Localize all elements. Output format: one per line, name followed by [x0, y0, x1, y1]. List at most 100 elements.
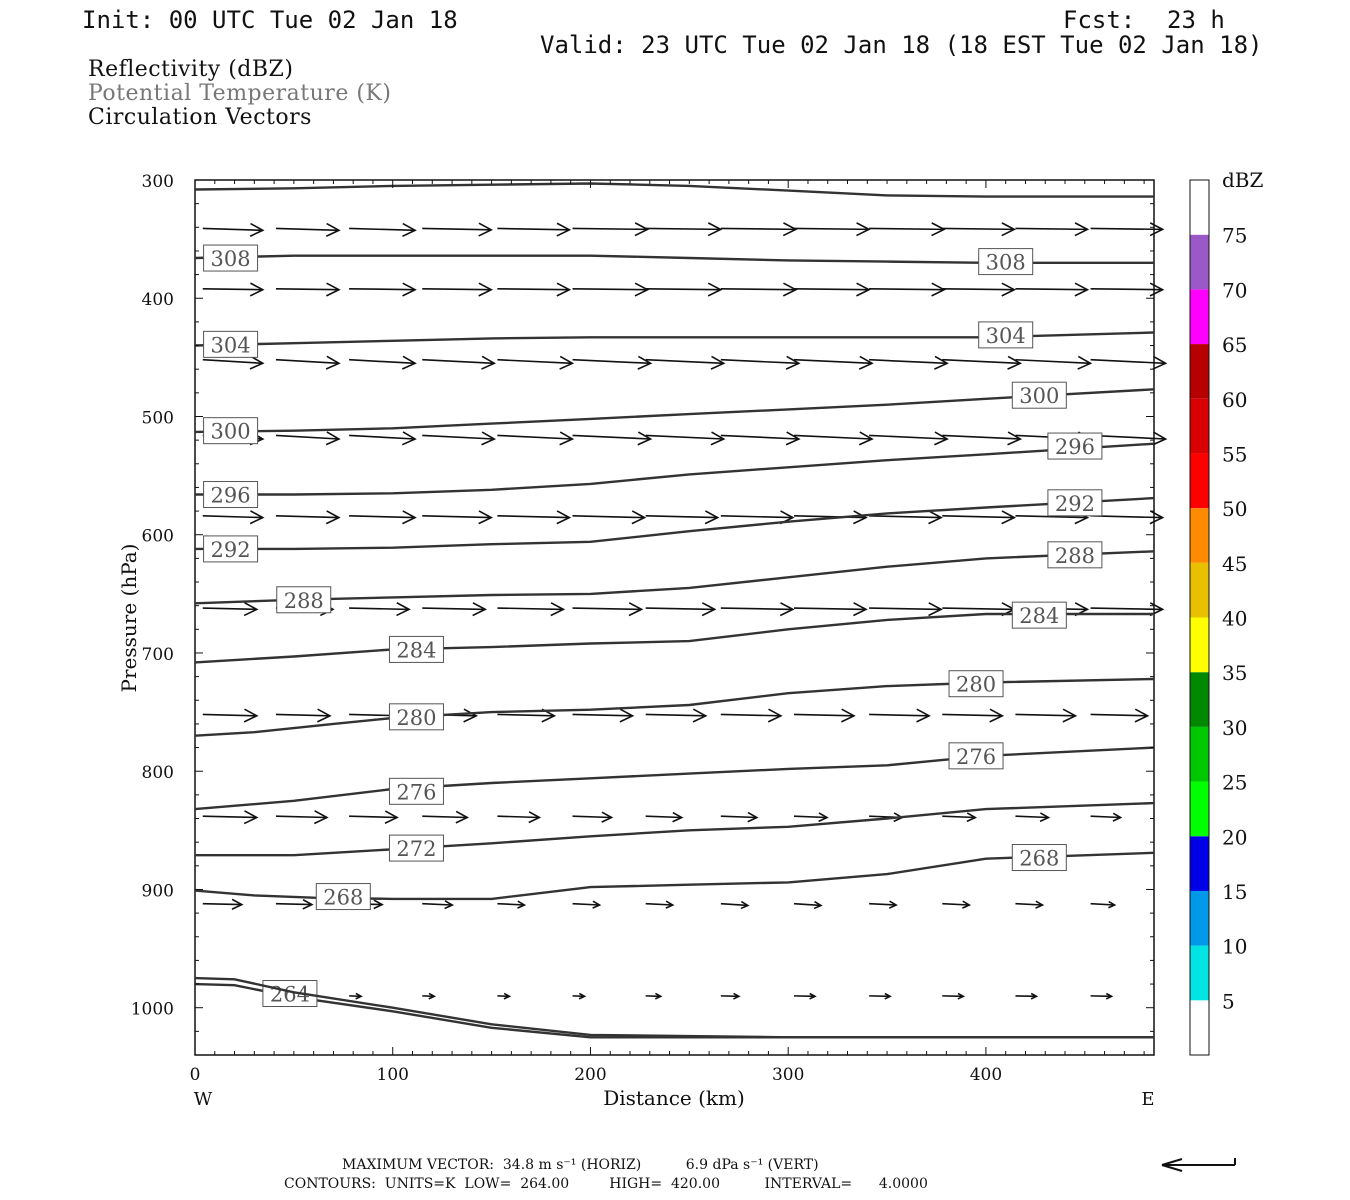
vector-head: [928, 510, 943, 525]
vector-shaft: [645, 515, 718, 519]
vector-shaft: [497, 434, 573, 440]
vector-head: [1112, 812, 1123, 822]
wind-vector: [497, 992, 512, 1000]
vector-head: [1001, 222, 1017, 237]
wind-vector: [869, 602, 943, 617]
wind-vector: [942, 900, 972, 909]
contour-label-box: [1047, 489, 1103, 517]
contour-label: 292: [203, 535, 259, 563]
vector-shaft: [422, 287, 492, 291]
contour-label-text: 268: [323, 886, 363, 910]
contour-label-box: [203, 535, 259, 563]
wind-vector: [422, 602, 488, 617]
wind-vector: [793, 222, 871, 237]
vector-shaft: [422, 358, 495, 365]
vector-shaft: [202, 227, 263, 232]
field-reflectivity: Reflectivity (dBZ): [88, 57, 294, 82]
vector-shaft: [422, 607, 486, 611]
contour-label: 284: [1011, 601, 1067, 629]
wind-vector: [720, 602, 795, 617]
wind-vector: [1090, 708, 1150, 723]
vector-head: [231, 898, 244, 911]
vector-shaft: [645, 607, 715, 611]
field-circulation-vectors: Circulation Vectors: [88, 105, 312, 130]
wind-vector: [422, 992, 437, 1000]
vector-shaft: [349, 515, 416, 519]
colorbar-segment: [1190, 617, 1209, 673]
vector-shaft: [572, 227, 648, 231]
contour-label-box: [388, 635, 444, 663]
colorbar-segment: [1190, 945, 1209, 1001]
forecast-hour: 23 h: [1167, 6, 1225, 34]
vector-shaft: [942, 515, 1015, 519]
contour-label-text: 272: [396, 837, 436, 861]
vector-shaft: [349, 607, 410, 611]
vector-shaft: [1015, 713, 1076, 717]
vector-head: [989, 708, 1005, 723]
vector-shaft: [793, 287, 870, 291]
contour-label-text: 276: [956, 745, 996, 769]
contour-label: 268: [1011, 844, 1067, 872]
vector-head: [1007, 431, 1023, 446]
vector-head: [325, 510, 341, 525]
vector-shaft: [572, 607, 642, 611]
vector-head: [249, 222, 265, 237]
wind-vector: [869, 708, 931, 723]
wind-vector: [422, 810, 470, 824]
contour-label-text: 296: [1055, 435, 1095, 459]
contour-label-box: [1047, 541, 1103, 569]
wind-vector: [645, 708, 708, 723]
wind-vector: [1090, 992, 1114, 1000]
wind-vector: [422, 282, 494, 297]
valid-time: Valid: 23 UTC Tue 02 Jan 18 (18 EST Tue …: [540, 31, 1263, 59]
x-axis-label: Distance (km): [603, 1086, 745, 1110]
vector-shaft: [645, 902, 673, 906]
wind-vector: [1015, 282, 1090, 297]
vector-head: [517, 900, 527, 909]
vector-shaft: [793, 434, 873, 440]
forecast-label: Fcst:: [1063, 6, 1136, 34]
x-label-east: E: [1141, 1089, 1154, 1110]
x-tick-label: 200: [574, 1065, 606, 1085]
colorbar-segment: [1190, 234, 1209, 290]
vector-shaft: [422, 434, 495, 440]
vector-head: [856, 222, 871, 237]
contour-label-text: 300: [211, 420, 251, 444]
vector-head: [934, 431, 949, 446]
wind-vector: [942, 992, 966, 1000]
wind-vector: [645, 811, 684, 823]
vector-head: [785, 431, 801, 446]
wind-vector: [349, 602, 411, 617]
vector-shaft: [720, 358, 799, 365]
circulation-vectors: [202, 222, 1168, 1000]
wind-vector: [202, 510, 265, 525]
vector-head: [710, 431, 726, 446]
colorbar-segment: [1190, 453, 1209, 509]
contour-label-text: 284: [396, 638, 436, 662]
vector-head: [931, 282, 946, 297]
contour-label-text: 308: [986, 251, 1026, 275]
vector-shaft: [1090, 815, 1121, 819]
vector-shaft: [1090, 287, 1163, 291]
wind-vector: [349, 992, 363, 1000]
wind-vector: [497, 900, 527, 909]
contour-label-text: 308: [211, 247, 251, 271]
contour-label-text: 280: [956, 673, 996, 697]
vector-head: [1152, 355, 1168, 370]
contour-label-text: 300: [1019, 384, 1059, 408]
wind-vector: [497, 510, 572, 525]
colorbar-segment: [1190, 781, 1209, 837]
vector-shaft: [645, 434, 724, 440]
vector-shaft: [572, 902, 600, 906]
reference-vector-arrow-icon: [1161, 1158, 1236, 1172]
vector-shaft: [202, 815, 257, 819]
wind-vector: [1015, 900, 1045, 909]
colorbar-tick-label: 20: [1222, 825, 1247, 849]
wind-vector: [1015, 222, 1090, 237]
contour-label-text: 284: [1019, 604, 1059, 628]
wind-vector: [497, 811, 542, 824]
vector-shaft: [497, 713, 555, 717]
y-tick-label: 300: [142, 172, 174, 192]
theta-contour: [194, 612, 1154, 664]
wind-vector: [572, 282, 650, 297]
